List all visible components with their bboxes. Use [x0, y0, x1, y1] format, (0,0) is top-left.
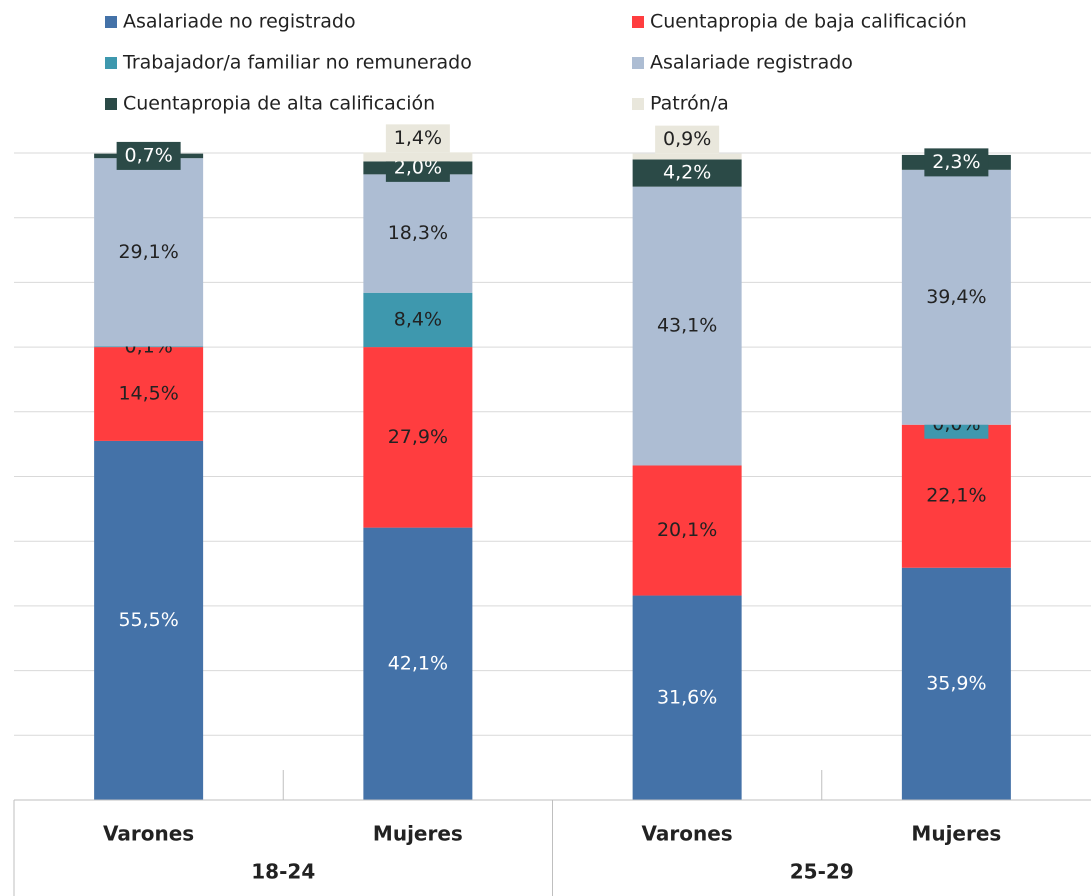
label-box	[116, 141, 181, 170]
legend-label: Asalariade registrado	[650, 52, 853, 74]
bar-segment	[363, 152, 473, 162]
legend-swatch	[632, 16, 644, 28]
legend-label: Cuentapropia de alta calificación	[123, 93, 435, 115]
bar-segment	[901, 169, 1011, 425]
data-label: 39,4%	[926, 286, 986, 308]
data-label: 43,1%	[657, 315, 717, 337]
legend-label: Trabajador/a familiar no remunerado	[122, 52, 472, 74]
label-box	[924, 148, 989, 177]
legend-label: Cuentapropia de baja calificación	[650, 11, 967, 33]
data-label: 22,1%	[926, 485, 986, 507]
group-label: 18-24	[251, 860, 315, 884]
bar-segment	[94, 346, 204, 348]
data-label: 35,9%	[926, 672, 986, 694]
data-label: 2,0%	[394, 156, 442, 178]
data-label: 4,2%	[663, 162, 711, 184]
bar-segment	[632, 153, 742, 160]
data-label: 2,3%	[932, 151, 980, 173]
bar-segment	[363, 527, 473, 800]
bar-segment	[363, 174, 473, 293]
bar-segment	[363, 292, 473, 348]
data-label: 0,9%	[663, 128, 711, 150]
bar-segment	[94, 158, 204, 347]
data-label: 8,4%	[394, 308, 442, 330]
legend-swatch	[632, 98, 644, 110]
legend-swatch	[105, 16, 117, 28]
data-label: 0,7%	[124, 144, 172, 166]
data-label: 14,5%	[118, 383, 178, 405]
data-label: 31,6%	[657, 686, 717, 708]
x-tick-label: Mujeres	[911, 822, 1001, 846]
data-label: 29,1%	[118, 241, 178, 263]
x-tick-label: Varones	[642, 822, 733, 846]
legend-swatch	[105, 57, 117, 69]
label-box	[385, 124, 450, 153]
data-label: 42,1%	[388, 652, 448, 674]
legend-swatch	[105, 98, 117, 110]
legend-swatch	[632, 57, 644, 69]
data-label: 55,5%	[118, 609, 178, 631]
bar-segment	[632, 595, 742, 800]
legend-label: Patrón/a	[650, 93, 729, 115]
x-tick-label: Varones	[103, 822, 194, 846]
legend-label: Asalariade no registrado	[123, 11, 356, 33]
bar-segment	[632, 159, 742, 187]
group-label: 25-29	[790, 860, 854, 884]
bar-segment	[901, 424, 1011, 568]
bar-segment	[363, 347, 473, 528]
bar-segment	[632, 465, 742, 596]
bar-segment	[94, 347, 204, 441]
data-label: 18,3%	[388, 222, 448, 244]
data-label: 1,4%	[394, 127, 442, 149]
x-tick-label: Mujeres	[373, 822, 463, 846]
bar-segment	[632, 186, 742, 466]
bar-segment	[901, 567, 1011, 800]
data-label: 20,1%	[657, 519, 717, 541]
bar-segment	[94, 440, 204, 800]
label-box	[655, 125, 720, 154]
data-label: 27,9%	[388, 426, 448, 448]
